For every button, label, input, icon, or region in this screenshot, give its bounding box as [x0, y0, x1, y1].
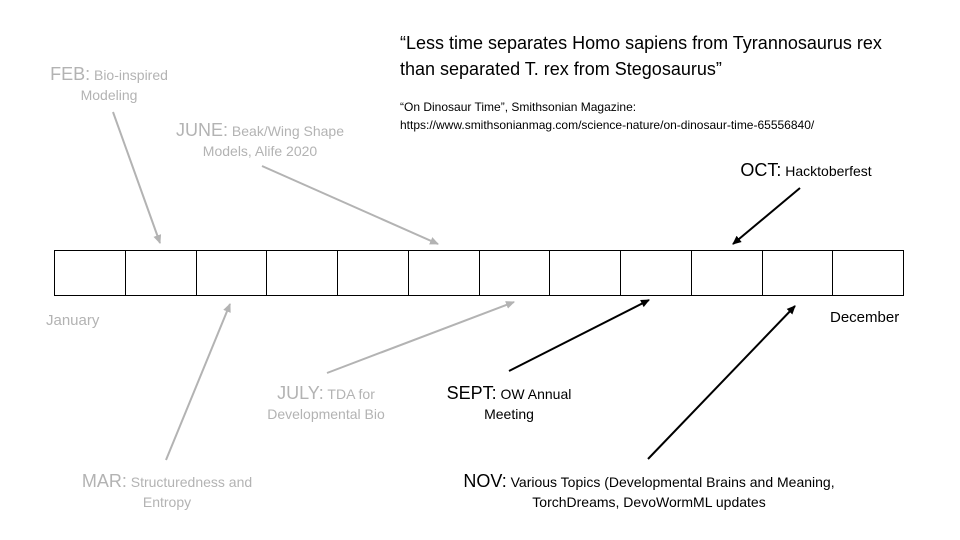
- timeline-cell: [550, 251, 621, 295]
- event-june-line1: Beak/Wing Shape: [231, 123, 344, 139]
- event-mar-month: MAR:: [81, 471, 127, 491]
- event-june-line2: Models, Alife 2020: [202, 143, 318, 159]
- event-feb-month: FEB:: [50, 64, 91, 84]
- timeline-cell: [126, 251, 197, 295]
- event-mar-line2: Entropy: [142, 494, 192, 510]
- mar-arrow: [165, 303, 231, 461]
- timeline-start-label: January: [46, 312, 100, 329]
- event-nov-line1: Various Topics (Developmental Brains and…: [510, 474, 835, 490]
- quote-source: “On Dinosaur Time”, Smithsonian Magazine…: [400, 98, 940, 134]
- timeline-cell: [409, 251, 480, 295]
- timeline-cell: [55, 251, 126, 295]
- event-nov: NOV: Various Topics (Developmental Brain…: [426, 471, 872, 512]
- event-sept-month: SEPT:: [446, 383, 497, 403]
- timeline-cell: [338, 251, 409, 295]
- nov-arrow: [647, 305, 796, 460]
- event-mar: MAR: Structuredness and Entropy: [62, 471, 272, 512]
- feb-arrow: [112, 111, 162, 244]
- timeline-cell: [833, 251, 903, 295]
- quote-source-url: https://www.smithsonianmag.com/science-n…: [400, 118, 815, 132]
- event-july-line2: Developmental Bio: [267, 406, 385, 422]
- event-july: JULY: TDA for Developmental Bio: [246, 383, 406, 424]
- event-june: JUNE: Beak/Wing Shape Models, Alife 2020: [160, 120, 360, 161]
- event-sept-line1: OW Annual: [500, 386, 572, 402]
- event-nov-line2: TorchDreams, DevoWormML updates: [532, 494, 766, 510]
- event-nov-month: NOV:: [463, 471, 507, 491]
- quote-source-title: “On Dinosaur Time”, Smithsonian Magazine…: [400, 100, 637, 114]
- event-july-month: JULY:: [277, 383, 324, 403]
- event-feb: FEB: Bio-inspired Modeling: [28, 64, 190, 105]
- event-june-month: JUNE:: [176, 120, 229, 140]
- june-arrow: [261, 165, 439, 245]
- event-oct-month: OCT:: [740, 160, 782, 180]
- timeline-cell: [480, 251, 551, 295]
- quote-text: “Less time separates Homo sapiens from T…: [400, 33, 882, 79]
- event-oct-line1: Hacktoberfest: [785, 163, 872, 179]
- timeline-end-label: December: [830, 309, 900, 326]
- event-sept-line2: Meeting: [484, 406, 534, 422]
- timeline-cell: [621, 251, 692, 295]
- event-feb-line1: Bio-inspired: [93, 67, 168, 83]
- timeline-cell: [763, 251, 834, 295]
- sept-arrow: [508, 299, 650, 372]
- timeline-cell: [267, 251, 338, 295]
- timeline-cell: [197, 251, 268, 295]
- event-mar-line1: Structuredness and: [130, 474, 253, 490]
- july-arrow: [326, 301, 515, 374]
- oct-arrow: [732, 187, 801, 245]
- event-feb-line2: Modeling: [80, 87, 138, 103]
- timeline-cell: [692, 251, 763, 295]
- timeline-bar: [54, 250, 904, 296]
- event-july-line1: TDA for: [327, 386, 375, 402]
- event-sept: SEPT: OW Annual Meeting: [430, 383, 588, 424]
- event-oct: OCT: Hacktoberfest: [718, 160, 894, 181]
